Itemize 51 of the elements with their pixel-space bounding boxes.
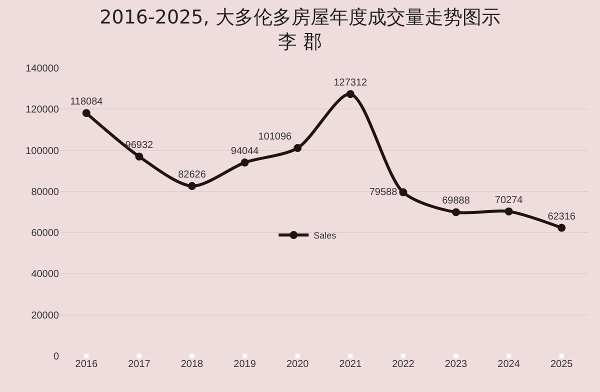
chart-subtitle: 李 郡: [278, 31, 322, 54]
y-tick-label: 80000: [31, 186, 60, 198]
data-label: 62316: [548, 211, 576, 222]
y-tick-label: 120000: [26, 104, 60, 116]
data-label: 127312: [334, 78, 368, 89]
point: [240, 158, 249, 167]
y-tick-label: 100000: [26, 146, 60, 157]
point: [84, 354, 89, 358]
point: [400, 354, 406, 358]
x-tick-label: 2021: [339, 359, 362, 370]
point: [346, 90, 354, 98]
point: [136, 354, 142, 358]
point: [504, 207, 513, 216]
point: [399, 188, 408, 196]
point: [294, 144, 302, 152]
x-tick-label: 2017: [128, 359, 151, 370]
x-tick-label: 2025: [550, 359, 574, 370]
data-label: 69888: [442, 196, 470, 207]
x-tick-label: 2018: [180, 359, 204, 370]
point: [242, 354, 248, 358]
point: [348, 354, 353, 358]
data-label: 96932: [125, 140, 154, 152]
point: [454, 354, 458, 358]
point: [135, 152, 144, 161]
point: [82, 109, 90, 118]
y-tick-label: 20000: [31, 310, 60, 322]
y-tick-label: 60000: [31, 228, 60, 240]
x-tick-label: 2022: [392, 359, 415, 370]
x-tick-label: 2019: [234, 359, 256, 370]
point: [295, 354, 300, 358]
x-tick-label: 2020: [286, 359, 310, 370]
point: [452, 208, 460, 216]
x-tick-label: 2023: [444, 359, 468, 370]
data-label: 82626: [178, 170, 206, 181]
data-label: 94044: [230, 146, 260, 158]
x-tick-label: 2024: [498, 359, 520, 370]
y-tick-label: 0: [53, 352, 60, 362]
point: [558, 224, 566, 232]
data-label: 70274: [494, 194, 524, 206]
legend-label: Sales: [314, 230, 337, 241]
data-label: 101096: [258, 132, 292, 143]
y-tick-label: 140000: [26, 64, 60, 74]
data-label: 79588: [369, 186, 398, 198]
x-tick-label: 2016: [75, 359, 98, 370]
y-tick-label: 40000: [31, 269, 60, 280]
point: [188, 182, 196, 190]
point: [190, 354, 194, 358]
point: [506, 354, 512, 358]
point: [559, 354, 564, 358]
data-label: 118084: [70, 96, 104, 108]
chart-title: 2016-2025, 大多伦多房屋年度成交量走势图示: [100, 6, 500, 29]
